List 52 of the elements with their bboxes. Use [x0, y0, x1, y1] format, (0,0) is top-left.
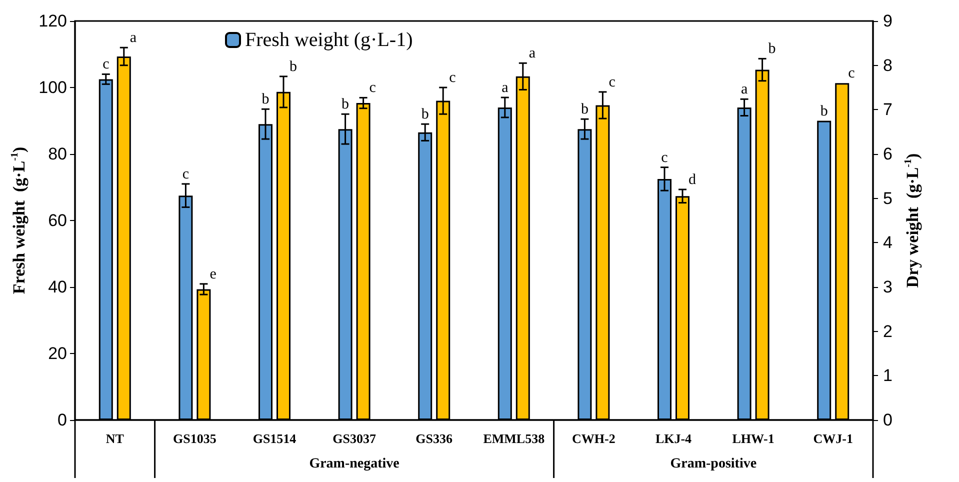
y2-tick-label: 5	[883, 188, 892, 208]
y2-tick-label: 0	[883, 410, 892, 430]
data-label: b	[768, 41, 776, 58]
data-label: a	[528, 46, 536, 62]
data-label: c	[661, 150, 668, 166]
data-label: c	[369, 80, 376, 96]
text: Gram-negative	[309, 456, 400, 472]
y-tick-label: 100	[38, 78, 67, 97]
y2-tick-label: 3	[883, 278, 892, 296]
y2-axis-title: Dry weight (g·L-1)	[902, 153, 922, 288]
y2-tick-label: 6	[883, 144, 892, 164]
x-tick-label: GS3037	[332, 431, 376, 446]
y2-tick-label: 7	[883, 100, 892, 120]
x-tick-label: GS336	[416, 431, 454, 446]
x-tick-label: GS1514	[252, 431, 297, 446]
x-tick-label: CWJ-1	[813, 431, 853, 446]
data-label: c	[449, 70, 456, 86]
x-tick-label: LKJ-4	[655, 431, 692, 446]
x-tick-label: NT	[106, 431, 124, 446]
y-tick-label: 20	[48, 344, 67, 363]
y-tick-label: 40	[48, 278, 67, 296]
y2-tick-label: 2	[883, 322, 892, 341]
data-label: b	[290, 58, 297, 75]
data-label: a	[740, 82, 748, 98]
data-label: b	[342, 96, 350, 113]
legend-label: Fresh weight (g·L-1)	[245, 29, 413, 51]
x-tick-label: CWH-2	[572, 431, 616, 446]
x-tick-label: LHW-1	[732, 431, 774, 446]
x-tick-label: GS1035	[173, 431, 217, 446]
y-axis-title: Fresh weight (g·L-1)	[10, 146, 29, 294]
data-label: d	[688, 172, 696, 188]
y2-tick-label: 9	[883, 12, 892, 30]
y2-tick-label: 8	[883, 56, 892, 75]
data-label: c	[608, 74, 616, 90]
data-label: b	[580, 102, 588, 118]
data-label: a	[502, 80, 509, 96]
y-tick-label: 80	[48, 144, 67, 164]
y2-tick-label: 1	[883, 366, 892, 386]
y-tick-label: 120	[38, 12, 67, 30]
y2-tick-label: 4	[883, 233, 892, 252]
text: Gram-positive	[670, 456, 757, 472]
data-label: a	[130, 30, 137, 46]
data-label: b	[262, 92, 270, 108]
data-label: c	[102, 56, 110, 73]
data-label: b	[820, 103, 828, 120]
data-label: c	[182, 166, 190, 182]
data-label: c	[848, 66, 856, 82]
data-label: b	[421, 106, 429, 123]
y-tick-label: 60	[48, 211, 67, 230]
y-tick-label: 0	[58, 410, 67, 430]
x-tick-label: EMML538	[483, 431, 546, 446]
data-label: e	[210, 266, 217, 282]
